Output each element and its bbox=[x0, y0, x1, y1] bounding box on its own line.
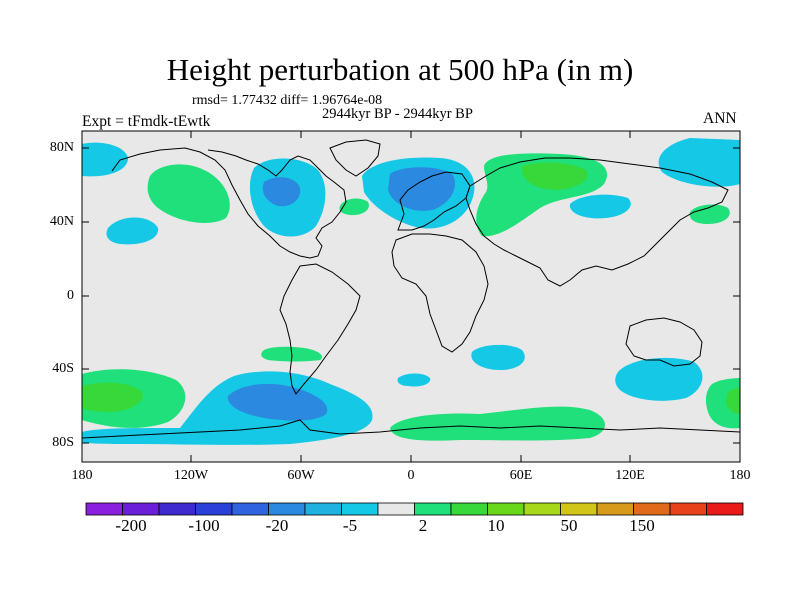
colorbar-swatch bbox=[450, 502, 488, 516]
x-tick-label: 120E bbox=[615, 468, 645, 483]
colorbar-label: 10 bbox=[487, 516, 505, 535]
colorbar-label: -20 bbox=[265, 516, 289, 535]
colorbar-label: 50 bbox=[560, 516, 578, 535]
colorbar-swatch bbox=[195, 502, 233, 516]
stats-line: rmsd= 1.77432 diff= 1.96764e-08 bbox=[192, 93, 383, 108]
colorbar-swatch bbox=[122, 502, 160, 516]
colorbar-swatch bbox=[596, 502, 634, 516]
region-cyan-north-pacific-south bbox=[106, 217, 159, 245]
coastline-antarctica bbox=[82, 419, 740, 439]
colorbar-label: 2 bbox=[418, 516, 428, 535]
coastline-australia bbox=[625, 317, 703, 367]
colorbar-swatch bbox=[487, 502, 525, 516]
colorbar-swatch bbox=[341, 502, 379, 516]
y-tick-label: 40N bbox=[49, 214, 74, 229]
season-label: ANN bbox=[703, 110, 737, 127]
colorbar-swatch bbox=[377, 502, 415, 516]
region-bright-green-south-pacific-west bbox=[82, 382, 143, 412]
coastline-south-america bbox=[279, 263, 361, 395]
region-cyan-south-australia bbox=[615, 357, 703, 401]
x-tick-label: 180 bbox=[729, 468, 751, 483]
y-tick-label: 40S bbox=[52, 361, 74, 376]
colorbar-swatch bbox=[523, 502, 561, 516]
coastline-greenland bbox=[329, 139, 381, 177]
colorbar-swatch bbox=[158, 502, 196, 516]
colorbar-label: 150 bbox=[629, 516, 655, 535]
axis-ticks bbox=[81, 131, 741, 462]
x-tick-label: 60E bbox=[509, 468, 533, 483]
chart-title: Height perturbation at 500 hPa (in m) bbox=[166, 52, 634, 87]
y-tick-label: 0 bbox=[67, 288, 74, 303]
coastlines bbox=[82, 139, 740, 439]
region-green-southern-ocean-indian bbox=[390, 406, 605, 441]
colorbar-swatch bbox=[231, 502, 269, 516]
colorbar bbox=[85, 502, 744, 516]
colorbar-label: -5 bbox=[342, 516, 358, 535]
colorbar-swatch bbox=[304, 502, 342, 516]
region-green-north-pacific bbox=[147, 164, 230, 223]
region-bright-green-southern-ocean-east bbox=[726, 388, 740, 414]
coastline-asia bbox=[465, 157, 729, 287]
x-tick-label: 120W bbox=[173, 468, 209, 483]
x-tick-label: 180 bbox=[71, 468, 93, 483]
region-cyan-east-asia bbox=[569, 194, 631, 219]
coastline-north-america bbox=[111, 147, 347, 259]
colorbar-swatch bbox=[85, 502, 123, 516]
region-green-mid-atlantic bbox=[339, 198, 369, 216]
colorbar-label: -100 bbox=[188, 516, 220, 535]
colorbar-swatch bbox=[633, 502, 671, 516]
region-green-north-west-pacific bbox=[689, 204, 730, 224]
region-cyan-north-pacific-west bbox=[82, 142, 128, 177]
colorbar-swatch bbox=[669, 502, 707, 516]
colorbar-swatch bbox=[706, 502, 744, 516]
y-tick-label: 80S bbox=[52, 435, 74, 450]
colorbar-swatch bbox=[560, 502, 598, 516]
x-tick-label: 60W bbox=[287, 468, 315, 483]
experiment-line: Expt = tFmdk-tEwtk bbox=[82, 113, 211, 130]
coastline-africa bbox=[391, 233, 489, 353]
region-bright-green-siberia bbox=[521, 162, 588, 190]
period-line: 2944kyr BP - 2944kyr BP bbox=[322, 106, 473, 122]
region-blue-north-america bbox=[262, 177, 301, 207]
colorbar-swatch bbox=[268, 502, 306, 516]
region-blue-drake-passage bbox=[227, 383, 328, 421]
colorbar-label: -200 bbox=[115, 516, 147, 535]
coastline-europe bbox=[397, 171, 471, 231]
region-blue-scandinavia bbox=[388, 167, 456, 211]
region-cyan-south-atlantic bbox=[397, 373, 431, 387]
region-cyan-north-pacific-east bbox=[658, 138, 740, 187]
region-cyan-indian-ocean bbox=[471, 344, 525, 370]
colorbar-swatch bbox=[414, 502, 452, 516]
y-tick-label: 80N bbox=[49, 140, 74, 155]
x-tick-label: 0 bbox=[407, 468, 415, 483]
